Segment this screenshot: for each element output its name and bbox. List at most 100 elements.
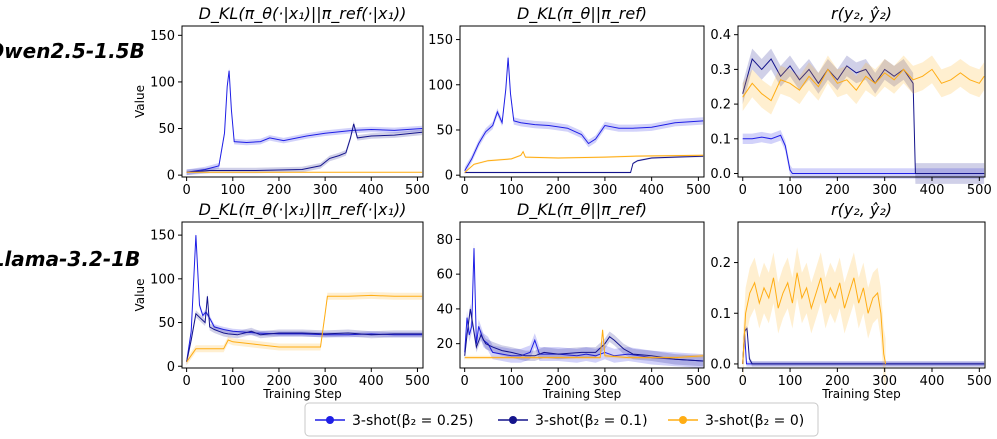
row-label-top: Qwen2.5-1.5B [0,39,145,63]
x-tick-label: 500 [405,183,430,198]
series-line-30.25 [186,235,423,362]
panel-bottom-middle: 0 100 200 300 400 500 20 40 60 80 D_KL(π_θ||π_ref)… [436,200,710,401]
x-axis-label: Training Step [542,387,622,401]
series-line-30.1 [742,327,985,365]
x-tick-label: 0 [461,374,469,389]
series-line-30.1 [464,155,704,173]
x-tick-label: 400 [639,183,664,198]
band-30 [464,328,704,360]
series-line-30.25 [186,70,423,173]
series-line-30.25 [464,57,704,171]
legend-label-beta-0: 3-shot(β₂ = 0) [705,413,804,429]
x-tick-label: 0 [461,183,469,198]
row-label-bottom: Llama-3.2-1B [0,247,140,271]
band-30 [742,247,886,390]
x-tick-label: 500 [686,183,711,198]
band-30 [186,291,423,366]
x-tick-label: 300 [592,183,617,198]
x-tick-label: 0 [182,374,190,389]
legend-label-beta-0.25: 3-shot(β₂ = 0.25) [352,413,473,429]
legend-label-beta-0.1: 3-shot(β₂ = 0.1) [535,413,648,429]
panel-top-right: 0 100 200 300 400 500 0.0 0.1 0.2 0.3 0.4 r(y₂, ŷ₂) [710,4,991,198]
x-tick-label: 200 [267,183,292,198]
axes-frame [459,25,705,178]
series-line-30 [464,150,704,173]
panel-title: D_KL(π_θ(·|x₁)||π_ref(·|x₁)) [199,4,407,24]
x-tick-label: 0 [182,183,190,198]
panel-title: r(y₂, ŷ₂) [831,4,892,23]
band-30 [464,150,704,174]
x-tick-label: 100 [499,374,524,389]
y-tick-label: 100 [150,272,175,287]
series-line-30.25 [464,248,704,362]
x-tick-label: 400 [639,374,664,389]
series-line-30.1 [464,308,704,362]
series-line-30.1 [186,296,423,363]
y-axis-label: Value [133,85,147,118]
x-tick-label: 400 [920,374,945,389]
y-tick-label: 60 [436,268,453,283]
y-axis-label: Value [133,279,147,312]
band-30 [742,55,985,115]
series-line-30.25 [742,134,985,174]
series-line-30.25 [742,333,985,365]
legend-marker-beta-0 [679,416,687,424]
y-tick-label: 150 [150,229,175,244]
y-tick-label: 100 [428,78,453,93]
series-line-30.1 [186,123,423,173]
legend: 3-shot(β₂ = 0.25) 3-shot(β₂ = 0.1) 3-sho… [304,402,819,437]
panel-top-left: 0 100 200 300 400 500 0 50 100 150 D_KL(π_θ(·|x₁)|… [133,4,430,198]
series-line-30 [742,272,887,364]
x-tick-label: 400 [359,374,384,389]
x-axis-label: Training Step [262,387,342,401]
band-30.25 [464,241,704,368]
panel-title: r(y₂, ŷ₂) [831,200,892,219]
y-tick-label: 50 [158,122,175,137]
y-tick-label: 40 [436,302,453,317]
x-tick-label: 300 [313,183,338,198]
series-line-30 [742,68,985,102]
y-tick-label: 150 [428,33,453,48]
x-tick-label: 300 [872,374,897,389]
y-tick-label: 80 [436,233,453,248]
legend-frame [304,402,819,437]
legend-marker-beta-0.1 [509,416,517,424]
x-tick-label: 500 [967,374,992,389]
panel-title: D_KL(π_θ||π_ref) [517,4,647,24]
x-tick-label: 100 [499,183,524,198]
x-axis-label: Training Step [821,387,901,401]
x-tick-label: 300 [313,374,338,389]
series-line-30 [186,294,423,363]
x-tick-label: 500 [967,183,992,198]
axes-frame [459,221,705,369]
legend-item: 3-shot(β₂ = 0.1) [498,413,648,429]
axes-frame [181,25,424,178]
band-30.1 [186,121,423,176]
series-line-30 [464,329,704,359]
panel-bottom-right: 0 100 200 300 400 500 0.0 0.1 0.2 r(y₂, ŷ₂) Traini… [710,200,991,401]
x-tick-label: 200 [546,183,571,198]
y-tick-label: 0.2 [710,256,731,271]
panel-title: D_KL(π_θ(·|x₁)||π_ref(·|x₁)) [199,200,407,220]
x-tick-label: 200 [546,374,571,389]
x-tick-label: 100 [220,374,245,389]
y-tick-label: 0.2 [710,98,731,113]
y-tick-label: 50 [158,316,175,331]
y-tick-label: 150 [150,29,175,44]
y-tick-label: 0.1 [710,307,731,322]
x-tick-label: 100 [778,374,803,389]
band-30.1 [742,48,985,184]
x-tick-label: 200 [825,183,850,198]
x-tick-label: 200 [267,374,292,389]
x-tick-label: 500 [405,374,430,389]
y-tick-label: 0.4 [710,28,731,43]
band-30.1 [186,292,423,366]
legend-marker-beta-0.25 [326,416,334,424]
x-tick-label: 500 [686,374,711,389]
band-30.25 [186,232,423,365]
legend-item: 3-shot(β₂ = 0) [668,413,804,429]
x-tick-label: 100 [778,183,803,198]
y-tick-label: 0 [167,169,175,184]
band-30.25 [186,67,423,176]
